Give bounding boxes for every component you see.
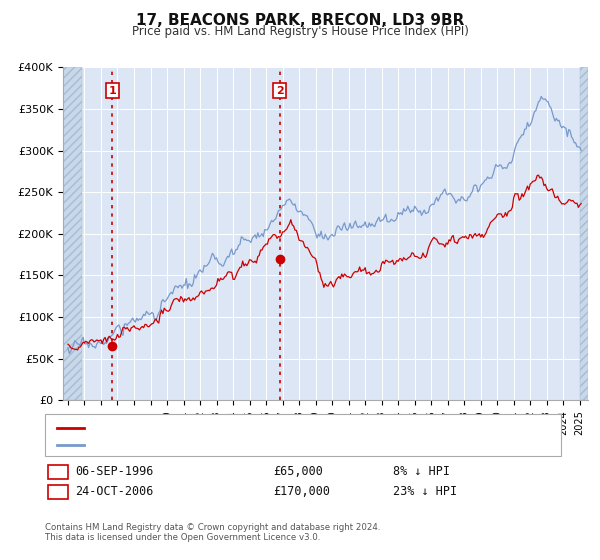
Text: 1: 1 xyxy=(109,86,116,96)
Text: Contains HM Land Registry data © Crown copyright and database right 2024.: Contains HM Land Registry data © Crown c… xyxy=(45,523,380,532)
Text: 8% ↓ HPI: 8% ↓ HPI xyxy=(393,465,450,478)
Text: 2: 2 xyxy=(54,485,62,498)
Text: 17, BEACONS PARK, BRECON, LD3 9BR (detached house): 17, BEACONS PARK, BRECON, LD3 9BR (detac… xyxy=(87,423,384,433)
Text: Price paid vs. HM Land Registry's House Price Index (HPI): Price paid vs. HM Land Registry's House … xyxy=(131,25,469,38)
Text: 23% ↓ HPI: 23% ↓ HPI xyxy=(393,485,457,498)
Text: 17, BEACONS PARK, BRECON, LD3 9BR: 17, BEACONS PARK, BRECON, LD3 9BR xyxy=(136,13,464,29)
Text: 06-SEP-1996: 06-SEP-1996 xyxy=(75,465,154,478)
Text: £170,000: £170,000 xyxy=(273,485,330,498)
Text: HPI: Average price, detached house, Powys: HPI: Average price, detached house, Powy… xyxy=(87,440,312,450)
Bar xyxy=(580,67,588,400)
Text: 1: 1 xyxy=(54,465,62,478)
Text: This data is licensed under the Open Government Licence v3.0.: This data is licensed under the Open Gov… xyxy=(45,533,320,542)
Text: 24-OCT-2006: 24-OCT-2006 xyxy=(75,485,154,498)
Bar xyxy=(63,67,82,400)
Text: £65,000: £65,000 xyxy=(273,465,323,478)
Text: 2: 2 xyxy=(276,86,283,96)
